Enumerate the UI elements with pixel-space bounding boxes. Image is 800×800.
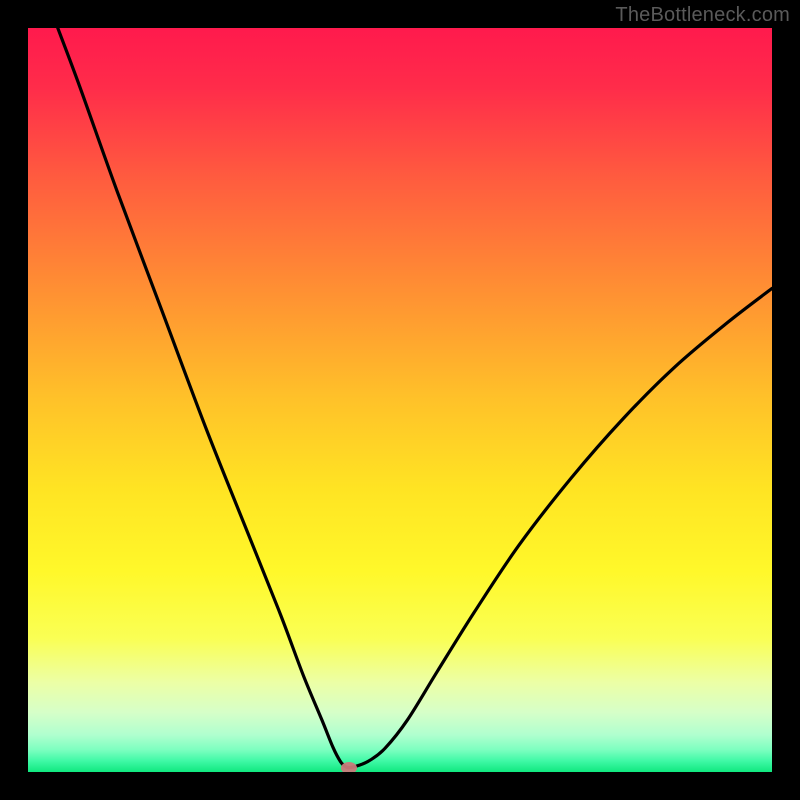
watermark-text: TheBottleneck.com xyxy=(615,4,790,27)
plot-area xyxy=(28,28,772,772)
minimum-marker xyxy=(341,762,357,772)
bottleneck-curve xyxy=(28,28,772,772)
curve-path xyxy=(58,28,772,768)
